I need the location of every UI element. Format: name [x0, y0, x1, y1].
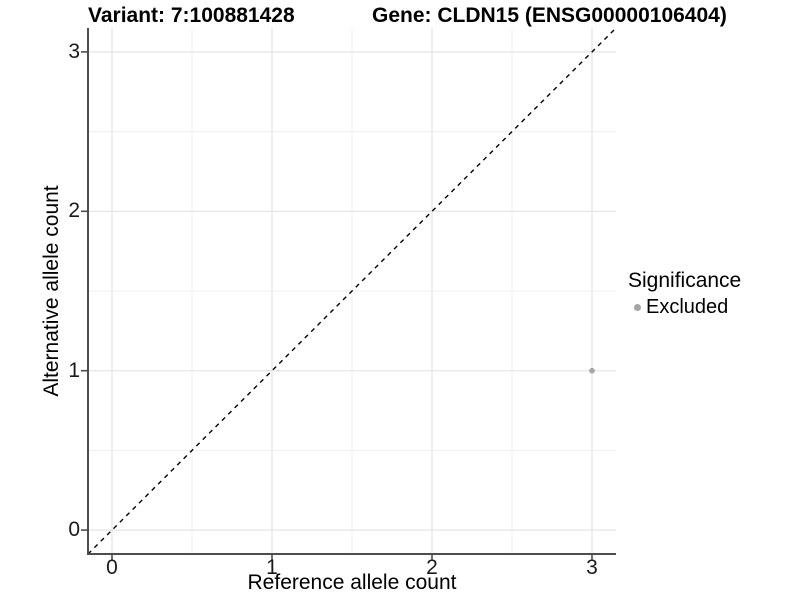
- y-axis-title: Alternative allele count: [40, 185, 63, 397]
- x-tick-label-2: 2: [426, 556, 438, 579]
- data-point: [589, 367, 595, 374]
- x-tick-label-3: 3: [586, 556, 598, 579]
- legend-item-excluded: Excluded: [628, 295, 741, 319]
- x-tick-label-0: 0: [106, 556, 118, 579]
- legend-title: Significance: [628, 269, 742, 292]
- y-tick-label-0: 0: [68, 518, 80, 542]
- legend: Significance Excluded: [628, 269, 741, 319]
- y-tick-label-3: 3: [68, 39, 80, 63]
- legend-item-label: Excluded: [646, 296, 729, 318]
- identity-dashed-line: [87, 28, 617, 555]
- panel-canvas: [81, 28, 617, 561]
- gene-title: Gene: CLDN15 (ENSG00000106404): [372, 4, 727, 27]
- y-tick-label-1: 1: [68, 358, 80, 382]
- variant-title: Variant: 7:100881428: [88, 4, 295, 27]
- y-tick-label-2: 2: [68, 199, 80, 223]
- legend-point-icon: [634, 303, 641, 311]
- x-axis-title: Reference allele count: [247, 571, 457, 594]
- x-tick-label-1: 1: [266, 556, 278, 579]
